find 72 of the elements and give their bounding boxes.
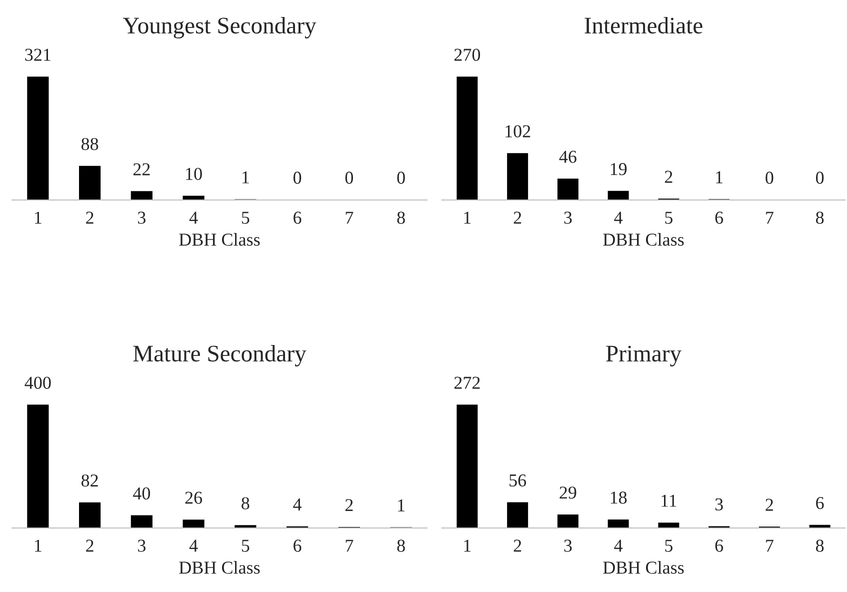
x-tick-label: 2 — [86, 212, 94, 224]
x-tick-label: 1 — [35, 212, 42, 224]
data-label: 102 — [506, 125, 530, 138]
data-label: 2 — [664, 170, 672, 183]
x-tick-label: 6 — [294, 540, 302, 552]
data-label: 19 — [610, 163, 627, 176]
x-tick-label: 1 — [464, 540, 471, 552]
data-label: 1 — [398, 499, 404, 512]
x-tick-label: 4 — [614, 212, 623, 224]
data-label: 1 — [716, 171, 722, 184]
x-tick-label: 8 — [816, 212, 824, 224]
data-label: 26 — [185, 492, 202, 504]
data-label: 88 — [81, 138, 98, 150]
x-axis-title: DBH Class — [179, 561, 260, 574]
x-tick-label: 8 — [397, 212, 405, 224]
x-axis-title: DBH Class — [603, 233, 684, 246]
x-tick-label: 3 — [564, 540, 572, 552]
data-label: 400 — [24, 376, 51, 389]
x-axis-title: DBH Class — [603, 561, 684, 574]
data-label: 321 — [25, 48, 50, 61]
data-label: 82 — [81, 474, 98, 487]
data-label: 2 — [345, 499, 353, 512]
data-label: 8 — [242, 497, 250, 510]
x-tick-label: 5 — [242, 212, 250, 224]
data-label: 272 — [454, 376, 480, 389]
data-label: 4 — [293, 498, 302, 510]
x-tick-label: 7 — [766, 212, 774, 224]
data-label: 0 — [293, 172, 302, 184]
x-tick-label: 7 — [766, 540, 774, 552]
x-tick-label: 5 — [242, 540, 250, 552]
x-tick-label: 4 — [189, 540, 198, 552]
data-label: 1 — [242, 171, 249, 184]
data-label: 0 — [766, 172, 774, 184]
x-tick-label: 7 — [346, 212, 354, 224]
x-tick-label: 1 — [464, 212, 471, 224]
x-tick-label: 4 — [189, 212, 198, 224]
x-tick-label: 2 — [514, 540, 522, 552]
data-label: 0 — [345, 172, 354, 184]
chart-title: Primary — [606, 346, 682, 366]
x-tick-label: 6 — [715, 212, 724, 224]
x-tick-label: 6 — [715, 540, 724, 552]
data-label: 6 — [816, 496, 824, 510]
x-tick-label: 1 — [35, 540, 42, 552]
data-label: 22 — [133, 163, 150, 176]
data-label: 40 — [133, 487, 150, 500]
x-tick-label: 3 — [138, 212, 146, 224]
data-label: 0 — [816, 172, 824, 184]
x-axis-title: DBH Class — [179, 233, 260, 246]
data-label: 29 — [560, 486, 576, 499]
chart-title: Mature Secondary — [133, 344, 306, 366]
x-tick-label: 3 — [564, 212, 572, 224]
data-label: 10 — [186, 168, 202, 180]
data-label: 3 — [715, 498, 723, 510]
data-label: 0 — [397, 172, 405, 184]
chart-title: Youngest Secondary — [122, 16, 316, 38]
x-tick-label: 8 — [397, 540, 405, 552]
x-tick-label: 6 — [294, 212, 302, 224]
x-tick-label: 8 — [816, 540, 824, 552]
x-tick-label: 5 — [665, 540, 672, 552]
chart-title: Intermediate — [584, 16, 702, 34]
x-tick-label: 3 — [138, 540, 146, 552]
data-label: 270 — [454, 48, 480, 61]
data-label: 56 — [510, 474, 526, 487]
x-tick-label: 2 — [86, 540, 94, 552]
x-tick-label: 7 — [346, 540, 354, 552]
data-label: 46 — [559, 150, 576, 163]
data-label: 2 — [766, 498, 773, 511]
data-label: 18 — [610, 492, 627, 504]
data-label: 11 — [662, 494, 676, 507]
x-tick-label: 2 — [514, 212, 522, 224]
x-tick-label: 4 — [614, 540, 623, 552]
x-tick-label: 5 — [665, 212, 672, 224]
